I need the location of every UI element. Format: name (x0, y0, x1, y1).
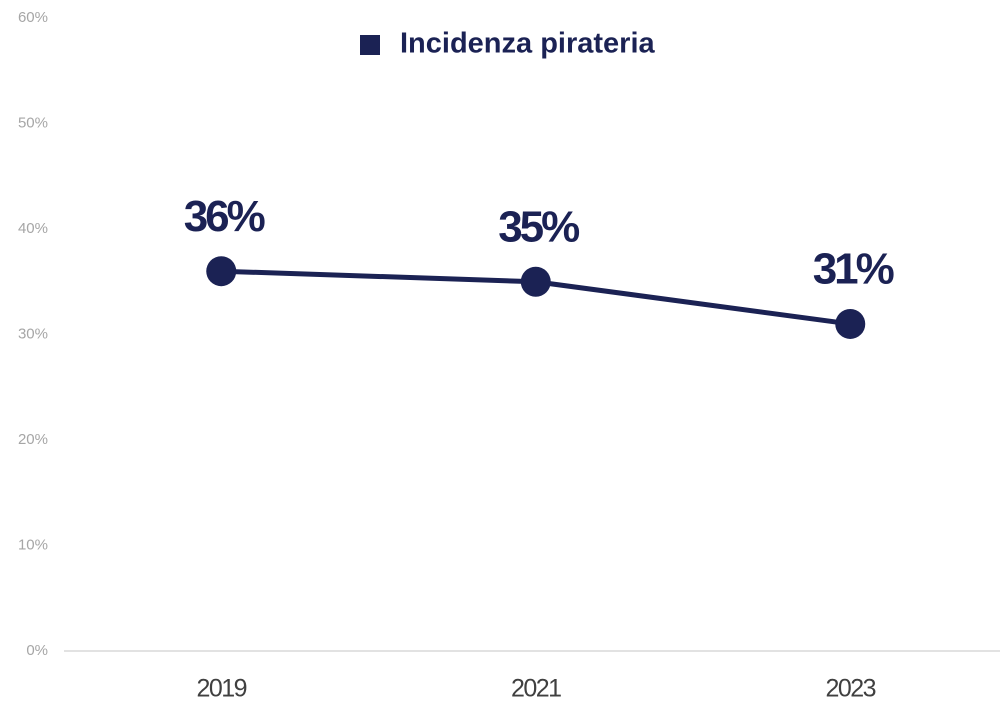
data-point (206, 256, 237, 287)
legend-swatch (360, 35, 380, 55)
data-point (835, 308, 866, 339)
y-tick-label: 30% (18, 325, 48, 342)
data-label: 35% (498, 202, 579, 251)
y-tick-label: 0% (26, 642, 48, 659)
data-point (520, 266, 551, 297)
x-tick-label: 2019 (196, 675, 246, 703)
y-tick-label: 60% (18, 9, 48, 26)
y-tick-label: 20% (18, 431, 48, 448)
x-tick-label: 2021 (511, 675, 561, 703)
legend-label: Incidenza pirateria (400, 28, 656, 60)
y-tick-label: 50% (18, 114, 48, 131)
y-tick-label: 10% (18, 536, 48, 553)
x-tick-label: 2023 (825, 675, 875, 703)
y-tick-label: 40% (18, 220, 48, 237)
data-label: 36% (184, 192, 265, 241)
data-label: 31% (813, 245, 894, 294)
